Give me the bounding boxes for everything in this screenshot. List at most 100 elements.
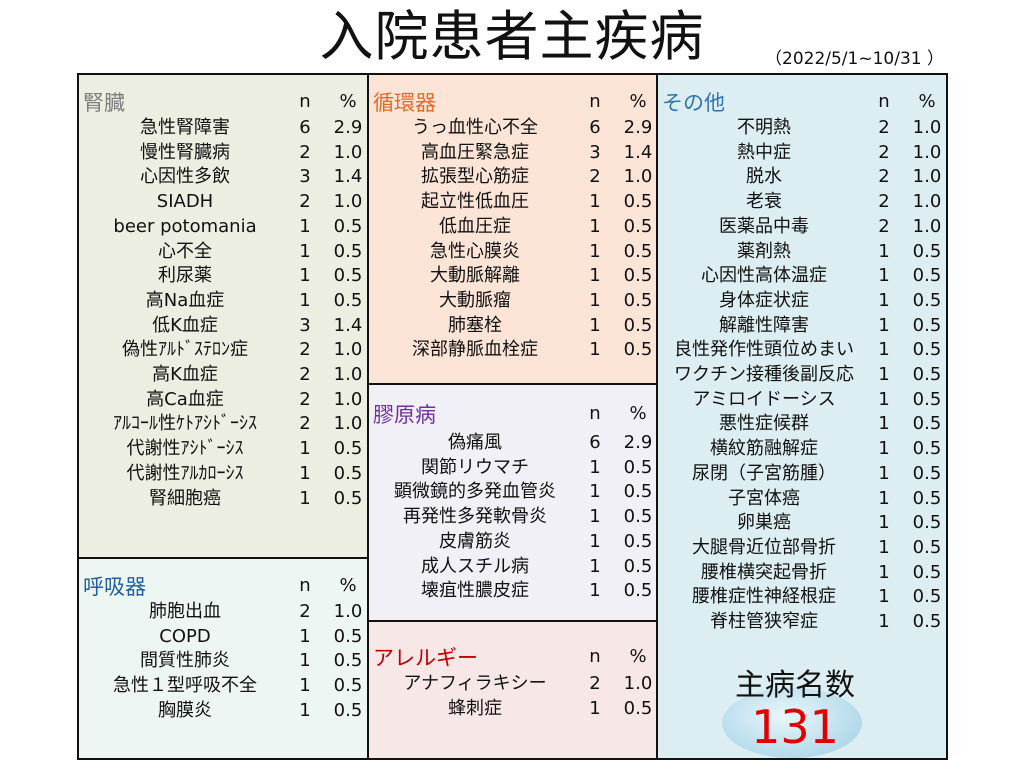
count: 1 <box>589 215 601 237</box>
percent: 0.5 <box>912 413 942 435</box>
diagnosis: 悪性症候群 <box>719 413 809 435</box>
percent: 0.5 <box>623 555 653 577</box>
table-row: 成人スチル病 1 0.5 <box>369 554 656 579</box>
percent: 0.5 <box>333 462 363 484</box>
percent: 0.5 <box>333 625 363 647</box>
count: 3 <box>299 166 311 188</box>
diagnosis: 解離性障害 <box>719 314 809 336</box>
count: 1 <box>878 536 890 558</box>
table-row: 子宮体癌 1 0.5 <box>658 486 946 511</box>
table-row: 慢性腎臓病 2 1.0 <box>79 140 367 165</box>
diagnosis: 横紋筋融解症 <box>710 438 818 460</box>
percent: 1.0 <box>333 601 363 622</box>
diagnosis: 偽性ｱﾙﾄﾞｽﾃﾛﾝ症 <box>122 339 248 361</box>
diagnosis: 代謝性ｱﾙｶﾛｰｼｽ <box>126 462 244 484</box>
diagnosis: 再発性多発軟骨炎 <box>403 506 547 528</box>
percent: 0.5 <box>912 611 942 632</box>
count: 6 <box>299 117 311 138</box>
percent: 0.5 <box>912 314 942 336</box>
diagnosis: 偽痛風 <box>448 432 502 453</box>
count: 1 <box>878 289 890 311</box>
count: 2 <box>299 413 311 435</box>
diagnosis: 関節リウマチ <box>421 456 529 478</box>
count: 2 <box>299 141 311 163</box>
count: 1 <box>589 265 601 287</box>
count: 1 <box>299 438 311 460</box>
percent: 1.0 <box>333 413 363 435</box>
table-row: 腎細胞癌 1 0.5 <box>79 486 367 511</box>
panel-cardio: 循環器 n% うっ血性心不全 6 2.9 高血圧緊急症 3 1.4 拡張型心筋症 2 1.0 起立性低… <box>367 73 658 385</box>
count: 1 <box>589 289 601 311</box>
panel-allergy: アレルギー n% アナフィラキシー 2 1.0 蜂刺症 1 0.5 <box>367 620 658 760</box>
percent: 0.5 <box>623 506 653 528</box>
diagnosis: 利尿薬 <box>158 265 212 287</box>
percent: 1.0 <box>333 141 363 163</box>
percent: 0.5 <box>912 438 942 460</box>
table-row: 顕微鏡的多発血管炎 1 0.5 <box>369 479 656 504</box>
table-row: 肺胞出血 2 1.0 <box>79 599 367 624</box>
count: 1 <box>299 215 311 237</box>
diagnosis: 起立性低血圧 <box>421 191 529 213</box>
percent: 0.5 <box>912 561 942 583</box>
percent: 1.0 <box>333 364 363 385</box>
diagnosis: 高Na血症 <box>145 289 225 311</box>
table-row: 肺塞栓 1 0.5 <box>369 313 656 338</box>
count: 1 <box>589 555 601 577</box>
count: 2 <box>589 166 601 188</box>
percent: 0.5 <box>333 265 363 287</box>
count: 1 <box>589 456 601 478</box>
column-header: n% <box>658 89 946 114</box>
panel-title: 腎臓 <box>83 91 125 115</box>
count: 1 <box>878 462 890 484</box>
diagnosis: 腰椎症性神経根症 <box>692 586 836 608</box>
count: 2 <box>299 388 311 410</box>
diagnosis: 脊柱管狭窄症 <box>710 611 818 632</box>
column-header: n% <box>79 89 367 114</box>
diagnosis: 皮膚筋炎 <box>439 530 511 552</box>
count: 1 <box>878 561 890 583</box>
diagnosis: 不明熱 <box>737 117 791 138</box>
diagnosis: 腰椎横突起骨折 <box>701 561 827 583</box>
percent: 2.9 <box>333 117 363 138</box>
percent: 0.5 <box>623 191 653 213</box>
count: 2 <box>589 673 601 694</box>
table-row: 皮膚筋炎 1 0.5 <box>369 529 656 554</box>
count: 2 <box>299 339 311 361</box>
table-row: 再発性多発軟骨炎 1 0.5 <box>369 504 656 529</box>
diagnosis: 子宮体癌 <box>728 487 800 509</box>
diagnosis: 熱中症 <box>737 141 791 163</box>
diagnosis: 肺胞出血 <box>149 601 221 622</box>
total-label: 主病名数 <box>735 668 855 703</box>
count: 1 <box>299 289 311 311</box>
percent: 0.5 <box>333 487 363 509</box>
count: 6 <box>589 117 601 138</box>
percent: 0.5 <box>623 289 653 311</box>
table-row: 心因性多飲 3 1.4 <box>79 164 367 189</box>
diagnosis: アミロイドーシス <box>692 388 836 410</box>
table-row: 蜂刺症 1 0.5 <box>369 696 656 721</box>
diagnosis: ワクチン接種後副反応 <box>674 364 854 385</box>
diagnosis: 高血圧緊急症 <box>421 141 529 163</box>
count: 3 <box>589 141 601 163</box>
count: 1 <box>299 265 311 287</box>
count: 2 <box>878 141 890 163</box>
diagnosis: 壊疽性膿皮症 <box>421 580 529 602</box>
diagnosis: 心因性高体温症 <box>701 265 827 287</box>
count: 1 <box>878 314 890 336</box>
diagnosis: 急性１型呼吸不全 <box>113 675 257 697</box>
diagnosis: 胸膜炎 <box>158 699 212 721</box>
count: 1 <box>589 191 601 213</box>
percent: 1.0 <box>912 117 942 138</box>
percent: 0.5 <box>623 215 653 237</box>
count: 1 <box>299 487 311 509</box>
table-row: 卵巣癌 1 0.5 <box>658 510 946 535</box>
count: 1 <box>299 650 311 672</box>
table-row: 解離性障害 1 0.5 <box>658 313 946 338</box>
percent: 1.4 <box>333 166 363 188</box>
col-pct: % <box>629 91 647 112</box>
table-row: 身体症状症 1 0.5 <box>658 288 946 313</box>
table-row: 尿閉（子宮筋腫） 1 0.5 <box>658 461 946 486</box>
percent: 0.5 <box>912 462 942 484</box>
diagnosis: 大動脈解離 <box>430 265 520 287</box>
column-header: n% <box>369 644 656 669</box>
